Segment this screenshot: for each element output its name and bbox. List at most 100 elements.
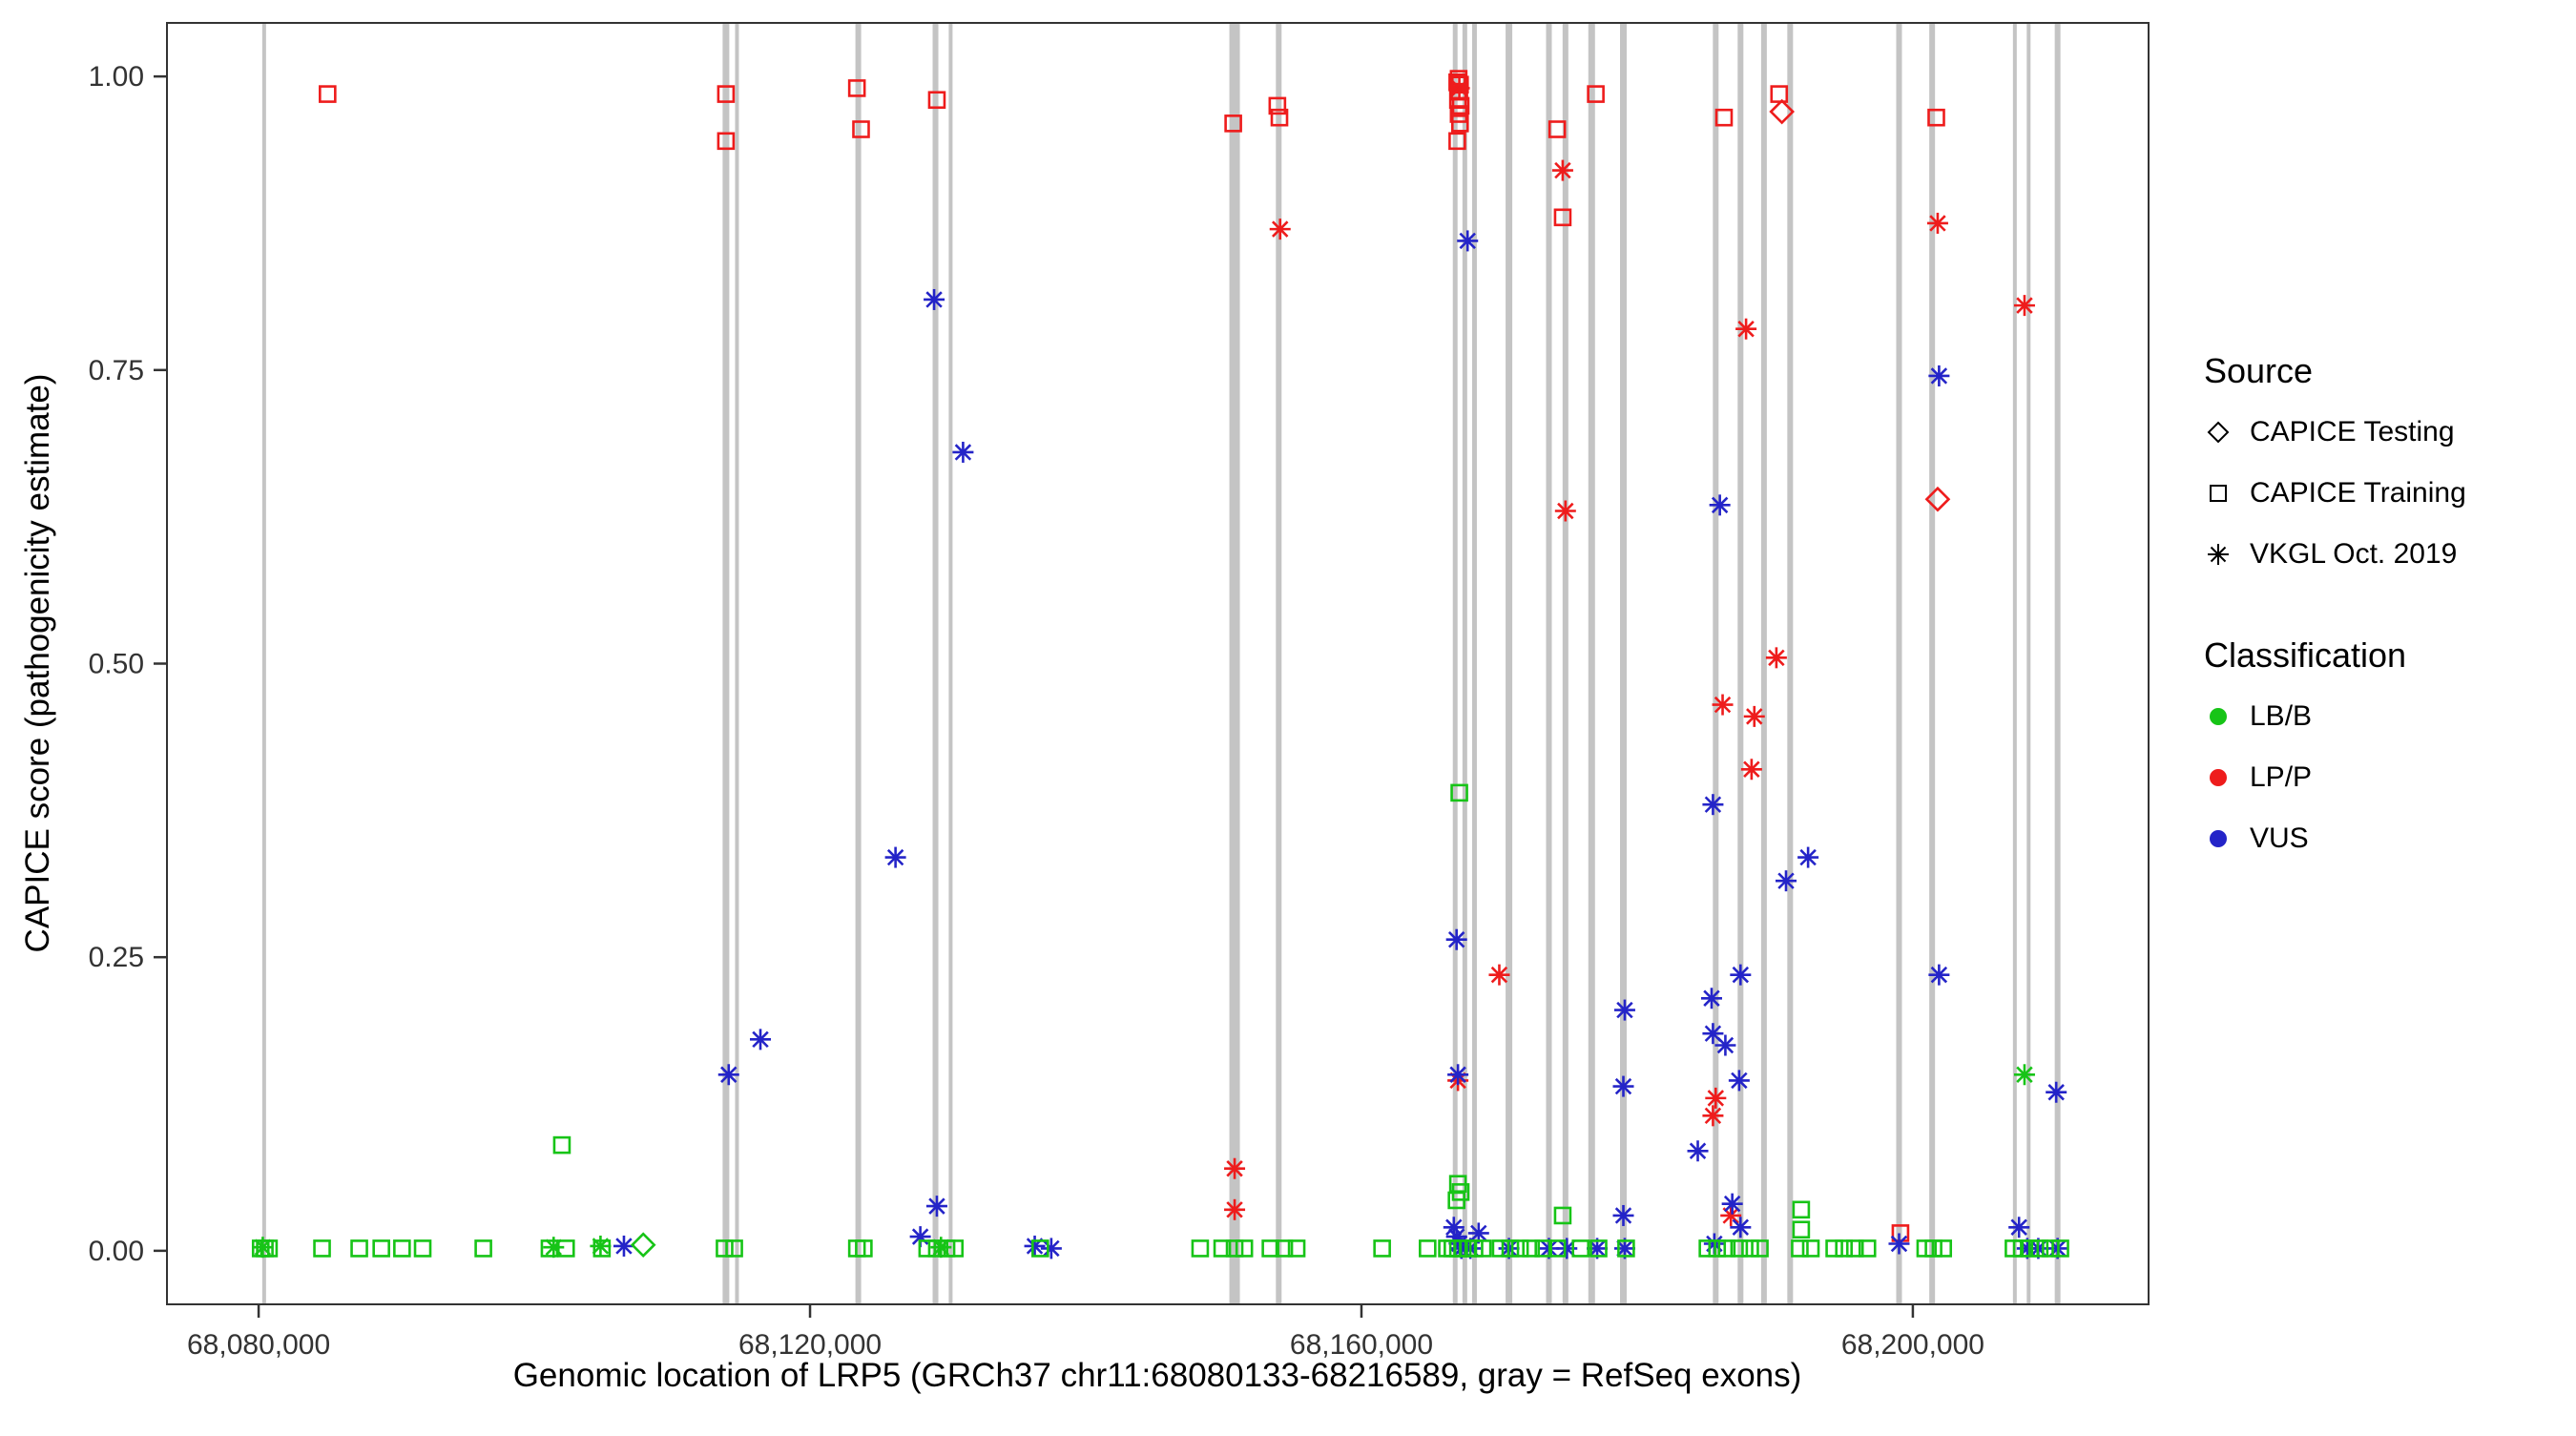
- data-point: [1448, 132, 1466, 151]
- data-point: [474, 1239, 492, 1258]
- data-point: [1488, 964, 1510, 986]
- data-point: [1473, 1239, 1492, 1258]
- data-point: [1275, 1239, 1294, 1258]
- data-point: [2046, 1081, 2067, 1103]
- data-point: [1845, 1239, 1864, 1258]
- data-point: [1708, 1239, 1727, 1258]
- data-point: [1687, 1140, 1709, 1162]
- data-point: [1448, 77, 1470, 99]
- data-point: [1730, 1217, 1752, 1238]
- data-point: [2013, 1064, 2035, 1086]
- panel-border: [166, 22, 2150, 1305]
- diamond-icon: [2204, 418, 2233, 447]
- data-point: [630, 1232, 656, 1259]
- data-point: [2008, 1217, 2030, 1238]
- exon-line: [2012, 23, 2017, 1304]
- legend-item-capice-testing: CAPICE Testing: [2204, 416, 2566, 448]
- exon-line: [1588, 23, 1595, 1304]
- legend-label: CAPICE Training: [2250, 477, 2466, 509]
- data-point: [2030, 1239, 2049, 1258]
- legend-item-lbb: LB/B: [2204, 700, 2566, 733]
- exon-line: [1471, 23, 1477, 1304]
- legend: Source CAPICE Testing CAPICE Training: [2204, 351, 2566, 884]
- exon-line: [2026, 23, 2031, 1304]
- data-point: [1491, 1239, 1510, 1258]
- data-point: [1740, 759, 1762, 780]
- data-point: [1225, 1239, 1244, 1258]
- data-point: [613, 1235, 634, 1257]
- data-point: [750, 1029, 772, 1051]
- data-point: [1040, 1238, 1062, 1259]
- data-point: [1522, 1239, 1540, 1258]
- y-tick-label: 0.50: [89, 649, 144, 680]
- x-axis-title: Genomic location of LRP5 (GRCh37 chr11:6…: [512, 1357, 1802, 1394]
- exon-line: [1229, 23, 1240, 1304]
- data-point: [1717, 1239, 1736, 1258]
- data-point: [556, 1239, 575, 1258]
- data-point: [1934, 1239, 1953, 1258]
- exon-line: [932, 23, 939, 1304]
- data-point: [855, 1239, 873, 1258]
- legend-label: LP/P: [2250, 761, 2313, 793]
- data-point: [260, 1239, 279, 1258]
- data-point: [1571, 1239, 1590, 1258]
- data-point: [1928, 364, 1950, 386]
- data-point: [1705, 1087, 1727, 1109]
- data-point: [1612, 1204, 1634, 1226]
- exon-line: [1620, 23, 1628, 1304]
- data-point: [1553, 208, 1572, 227]
- exon-line: [1713, 23, 1719, 1304]
- data-point: [350, 1239, 368, 1258]
- data-point: [1730, 964, 1752, 986]
- data-point: [717, 85, 736, 103]
- exon-line: [1276, 23, 1282, 1304]
- data-point: [313, 1239, 331, 1258]
- data-point: [717, 1064, 739, 1086]
- data-point: [2051, 1239, 2069, 1258]
- legend-label: CAPICE Testing: [2250, 416, 2455, 447]
- square-icon: [2204, 479, 2233, 508]
- data-point: [1235, 1239, 1254, 1258]
- data-point: [1587, 85, 1605, 103]
- data-point: [1613, 999, 1635, 1021]
- data-point: [1270, 108, 1289, 127]
- exon-line: [1737, 23, 1744, 1304]
- data-point: [952, 441, 974, 463]
- data-point: [1548, 120, 1567, 138]
- exon-line: [261, 23, 266, 1304]
- x-tick-label: 68,080,000: [187, 1329, 330, 1361]
- x-tick-label: 68,120,000: [738, 1329, 882, 1361]
- data-point: [717, 132, 736, 151]
- data-point: [1450, 783, 1468, 802]
- data-point: [1700, 988, 1722, 1009]
- legend-label: VUS: [2250, 822, 2309, 854]
- lbb-dot-icon: [2204, 702, 2233, 731]
- data-point: [1765, 647, 1787, 669]
- data-point: [1447, 1064, 1469, 1086]
- data-point: [1373, 1239, 1391, 1258]
- data-point: [393, 1239, 411, 1258]
- exon-line: [1929, 23, 1936, 1304]
- data-point: [1924, 1239, 1942, 1258]
- exon-line: [948, 23, 953, 1304]
- legend-source-title: Source: [2204, 351, 2314, 390]
- data-point: [1927, 108, 1945, 127]
- data-point: [1714, 1034, 1736, 1056]
- data-point: [1224, 114, 1242, 133]
- data-point: [540, 1239, 559, 1258]
- data-point: [1224, 1157, 1246, 1179]
- y-axis-title: CAPICE score (pathogenicity estimate): [19, 373, 56, 953]
- data-point: [592, 1239, 612, 1258]
- exon-line: [1896, 23, 1902, 1304]
- data-point: [2021, 1239, 2040, 1258]
- data-point: [1534, 1239, 1553, 1258]
- data-point: [1447, 1191, 1465, 1210]
- exon-line: [1562, 23, 1568, 1304]
- data-point: [1268, 96, 1287, 115]
- data-point: [1551, 159, 1573, 181]
- data-point: [1801, 1239, 1820, 1258]
- exon-line: [1452, 23, 1458, 1304]
- data-point: [1612, 1075, 1634, 1097]
- data-point: [1457, 230, 1479, 252]
- data-point: [1445, 928, 1467, 950]
